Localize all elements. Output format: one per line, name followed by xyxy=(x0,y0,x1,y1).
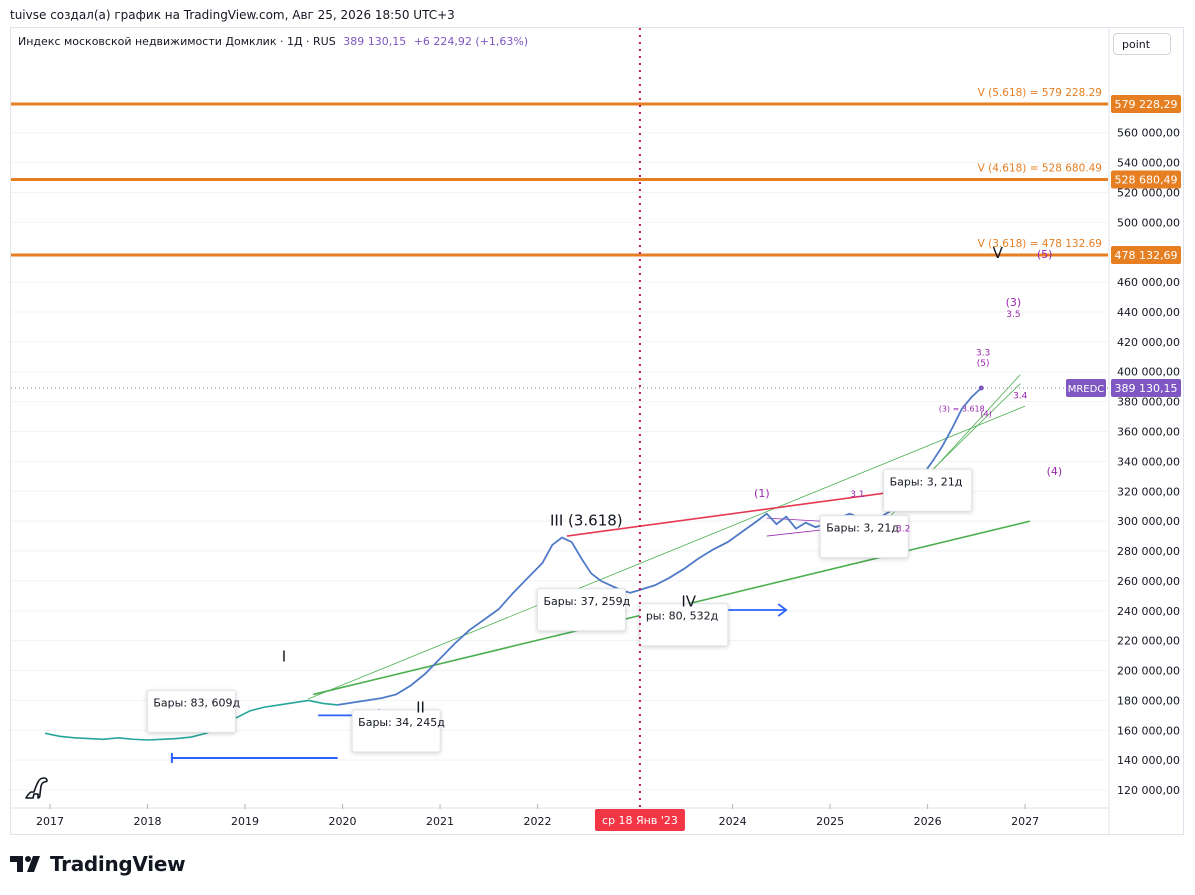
dinosaur-icon[interactable] xyxy=(22,772,52,802)
chart-frame xyxy=(10,27,1184,835)
change-value: +6 224,92 (+1,63%) xyxy=(413,35,529,48)
symbol-title[interactable]: Индекс московской недвижимости Домклик ·… xyxy=(18,35,336,48)
last-value: 389 130,15 xyxy=(343,35,407,48)
scale-mode-button[interactable]: point xyxy=(1113,33,1171,55)
symbol-legend: Индекс московской недвижимости Домклик ·… xyxy=(18,35,528,48)
tradingview-logo[interactable]: TradingView xyxy=(10,852,186,876)
brand-name: TradingView xyxy=(50,852,186,876)
chart-caption: tuivse создал(а) график на TradingView.c… xyxy=(10,8,455,22)
tradingview-logo-icon xyxy=(10,856,40,872)
